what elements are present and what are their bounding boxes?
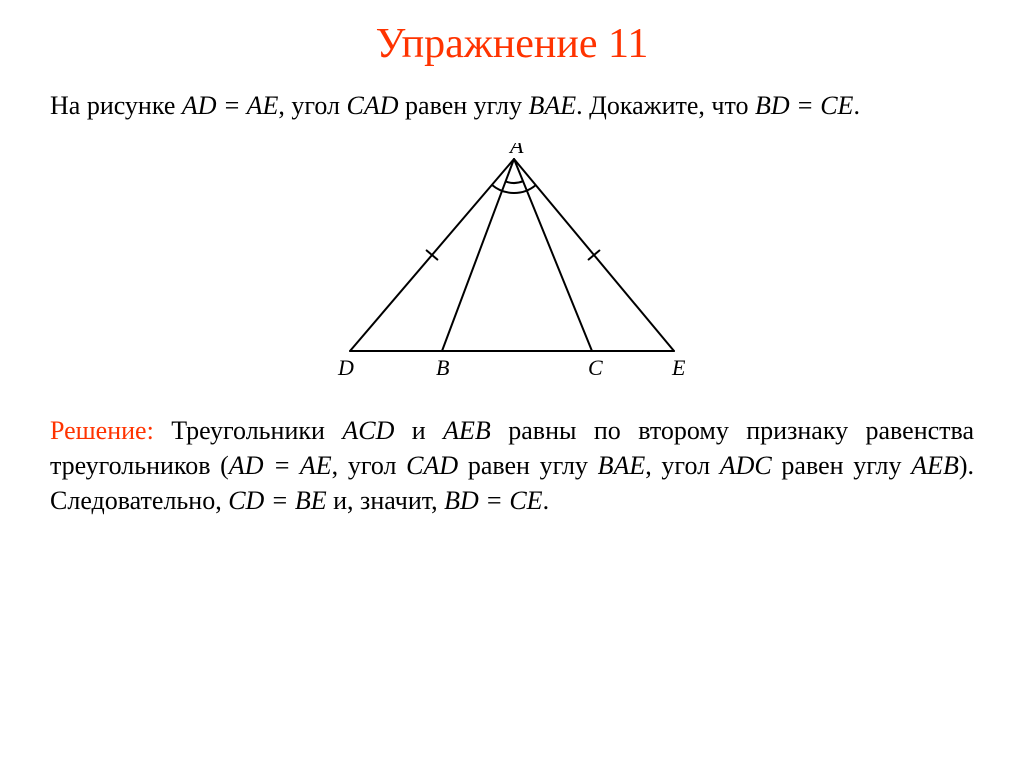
solution-angle: AEB [911, 451, 959, 480]
solution-text: , угол [332, 451, 406, 480]
problem-text: На рисунке [50, 91, 182, 120]
svg-text:B: B [436, 355, 449, 380]
svg-text:A: A [508, 143, 524, 158]
solution-angle: CAD [406, 451, 458, 480]
problem-eq: AD = AE [182, 91, 279, 120]
svg-text:D: D [337, 355, 354, 380]
problem-text: , угол [278, 91, 346, 120]
solution-angle: ADC [720, 451, 772, 480]
problem-angle: CAD [347, 91, 399, 120]
solution-eq: CD = BE [228, 486, 326, 515]
solution-text: и, значит, [327, 486, 445, 515]
triangle-diagram: A D B C E [312, 143, 712, 383]
solution-text: равен углу [458, 451, 597, 480]
svg-text:C: C [588, 355, 603, 380]
solution-text: , угол [645, 451, 719, 480]
solution-text: . [543, 486, 550, 515]
solution-tri: AEB [443, 416, 491, 445]
solution-eq: BD = CE [444, 486, 542, 515]
solution-label: Решение: [50, 416, 154, 445]
solution-text: равен углу [772, 451, 911, 480]
figure-container: A D B C E [50, 143, 974, 383]
exercise-title: Упражнение 11 [50, 20, 974, 68]
solution-tri: ACD [342, 416, 394, 445]
problem-angle: BAE [528, 91, 576, 120]
problem-statement: На рисунке AD = AE, угол CAD равен углу … [50, 88, 974, 123]
solution-text: Треугольники [154, 416, 343, 445]
problem-eq: BD = CE [755, 91, 853, 120]
problem-text: . [853, 91, 860, 120]
solution-text: и [394, 416, 443, 445]
problem-text: . Докажите, что [576, 91, 755, 120]
svg-text:E: E [671, 355, 686, 380]
problem-text: равен углу [399, 91, 529, 120]
solution-angle: BAE [598, 451, 646, 480]
solution-eq: AD = AE [229, 451, 332, 480]
solution-block: Решение: Треугольники ACD и AEB равны по… [50, 413, 974, 518]
